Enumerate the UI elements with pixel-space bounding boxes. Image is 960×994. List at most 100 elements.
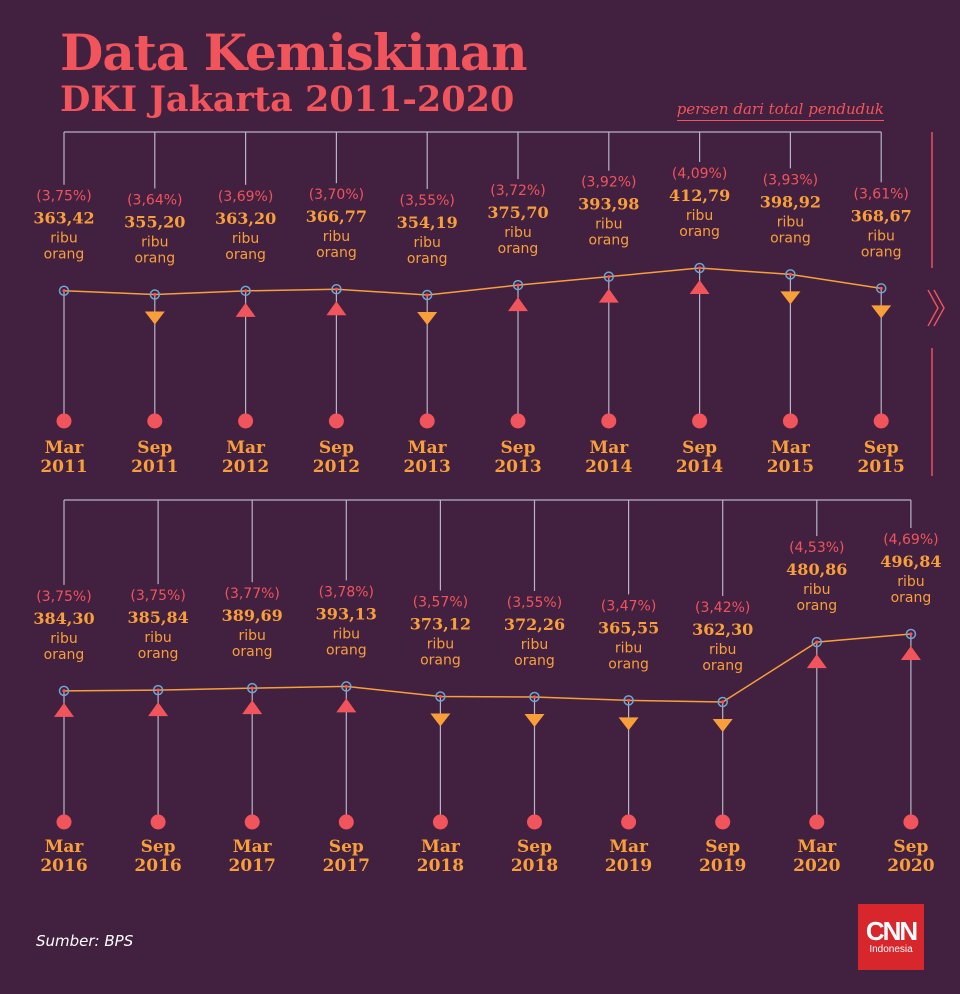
percent-label-11: (3,75%) [130, 588, 185, 604]
data-point-center-7 [698, 266, 702, 270]
year-label-5: 2013 [494, 457, 541, 477]
unit-label-ribu-2: ribu [232, 231, 259, 247]
percent-label-1: (3,64%) [127, 193, 182, 209]
percent-label-18: (4,53%) [789, 540, 844, 556]
percent-label-8: (3,93%) [763, 172, 818, 188]
data-point-10 [58, 685, 70, 697]
continue-chevron-1 [927, 289, 939, 327]
year-label-13: 2017 [323, 856, 370, 876]
month-label-11: Sep [141, 837, 176, 857]
unit-label-orang-13: orang [326, 642, 367, 658]
unit-label-ribu-15: ribu [521, 637, 548, 653]
unit-label-orang-19: orang [891, 590, 932, 606]
month-label-6: Mar [589, 438, 629, 458]
trend-up-icon-5 [508, 297, 528, 312]
year-label-9: 2015 [858, 457, 905, 477]
percent-label-6: (3,92%) [581, 175, 636, 191]
year-label-8: 2015 [767, 457, 814, 477]
unit-label-orang-12: orang [232, 644, 273, 660]
cnn-indonesia-logo: CNN Indonesia [858, 904, 924, 970]
value-label-2: 363,20 [215, 209, 276, 228]
trend-down-icon-16 [618, 717, 639, 731]
unit-label-orang-16: orang [608, 656, 649, 672]
percent-label-15: (3,55%) [507, 595, 562, 611]
data-point-14 [435, 691, 446, 702]
unit-label-ribu-11: ribu [144, 630, 171, 646]
bottom-dot-1 [147, 413, 163, 429]
trend-up-icon-13 [336, 698, 357, 713]
unit-label-ribu-14: ribu [427, 637, 454, 653]
percent-label-17: (3,42%) [695, 600, 750, 616]
value-label-0: 363,42 [33, 209, 94, 228]
data-point-center-18 [815, 640, 819, 644]
value-label-10: 384,30 [33, 609, 94, 628]
row-2-series-line [63, 633, 911, 703]
unit-label-orang-0: orang [44, 247, 85, 263]
percent-label-3: (3,70%) [309, 187, 364, 203]
trend-down-icon-14 [430, 713, 451, 727]
trend-up-icon-12 [242, 700, 263, 715]
data-point-19 [905, 628, 917, 640]
bottom-dot-12 [244, 814, 260, 830]
unit-note: persen dari total penduduk [676, 100, 884, 121]
year-label-6: 2014 [585, 457, 632, 477]
month-label-12: Mar [233, 837, 273, 857]
data-point-5 [512, 279, 524, 291]
bottom-dot-13 [338, 814, 354, 830]
value-label-1: 355,20 [124, 213, 185, 232]
unit-label-orang-5: orang [498, 241, 539, 257]
trend-up-icon-3 [326, 301, 347, 316]
data-point-center-4 [425, 293, 429, 297]
data-point-center-9 [879, 286, 883, 290]
value-label-11: 385,84 [127, 608, 188, 627]
unit-label-orang-18: orang [796, 598, 837, 614]
percent-label-5: (3,72%) [490, 183, 545, 199]
month-label-1: Sep [137, 438, 172, 458]
value-label-3: 366,77 [306, 207, 367, 226]
bottom-dot-8 [782, 413, 798, 429]
percent-label-10: (3,75%) [36, 589, 91, 605]
value-label-4: 354,19 [397, 213, 458, 232]
unit-label-ribu-12: ribu [238, 628, 265, 644]
month-label-10: Mar [45, 837, 85, 857]
data-point-center-0 [62, 289, 66, 293]
unit-label-ribu-0: ribu [50, 231, 77, 247]
value-label-12: 389,69 [222, 606, 283, 625]
unit-label-ribu-19: ribu [897, 574, 924, 590]
unit-label-ribu-17: ribu [709, 642, 736, 658]
chart-title: Data Kemiskinan [60, 23, 528, 82]
year-label-14: 2018 [417, 856, 464, 876]
month-label-0: Mar [45, 438, 85, 458]
value-label-7: 412,79 [669, 186, 730, 205]
trend-down-icon-17 [712, 719, 733, 732]
value-label-15: 372,26 [504, 615, 565, 634]
month-label-15: Sep [517, 837, 552, 857]
unit-label-orang-2: orang [225, 247, 266, 263]
data-point-center-13 [344, 684, 348, 689]
year-label-17: 2019 [699, 856, 746, 876]
percent-label-0: (3,75%) [36, 189, 91, 205]
year-label-0: 2011 [40, 457, 87, 477]
value-label-8: 398,92 [760, 192, 821, 211]
unit-label-orang-4: orang [407, 251, 448, 267]
data-point-18 [811, 636, 823, 648]
month-label-13: Sep [329, 837, 364, 857]
data-point-15 [529, 691, 540, 703]
unit-label-orang-9: orang [861, 244, 902, 260]
bottom-dot-9 [873, 413, 889, 429]
data-point-12 [246, 682, 258, 694]
value-label-14: 373,12 [410, 615, 471, 634]
month-label-9: Sep [864, 438, 899, 458]
unit-label-orang-15: orang [514, 653, 555, 669]
trend-up-icon-6 [598, 288, 619, 303]
month-label-18: Mar [797, 837, 837, 857]
data-point-center-2 [244, 289, 248, 293]
year-label-11: 2016 [134, 856, 181, 876]
bottom-dot-18 [809, 814, 825, 830]
data-point-center-14 [438, 694, 442, 699]
trend-up-icon-7 [689, 280, 710, 294]
bottom-dot-14 [432, 814, 448, 830]
data-point-center-12 [250, 686, 254, 690]
month-label-7: Sep [682, 438, 717, 458]
